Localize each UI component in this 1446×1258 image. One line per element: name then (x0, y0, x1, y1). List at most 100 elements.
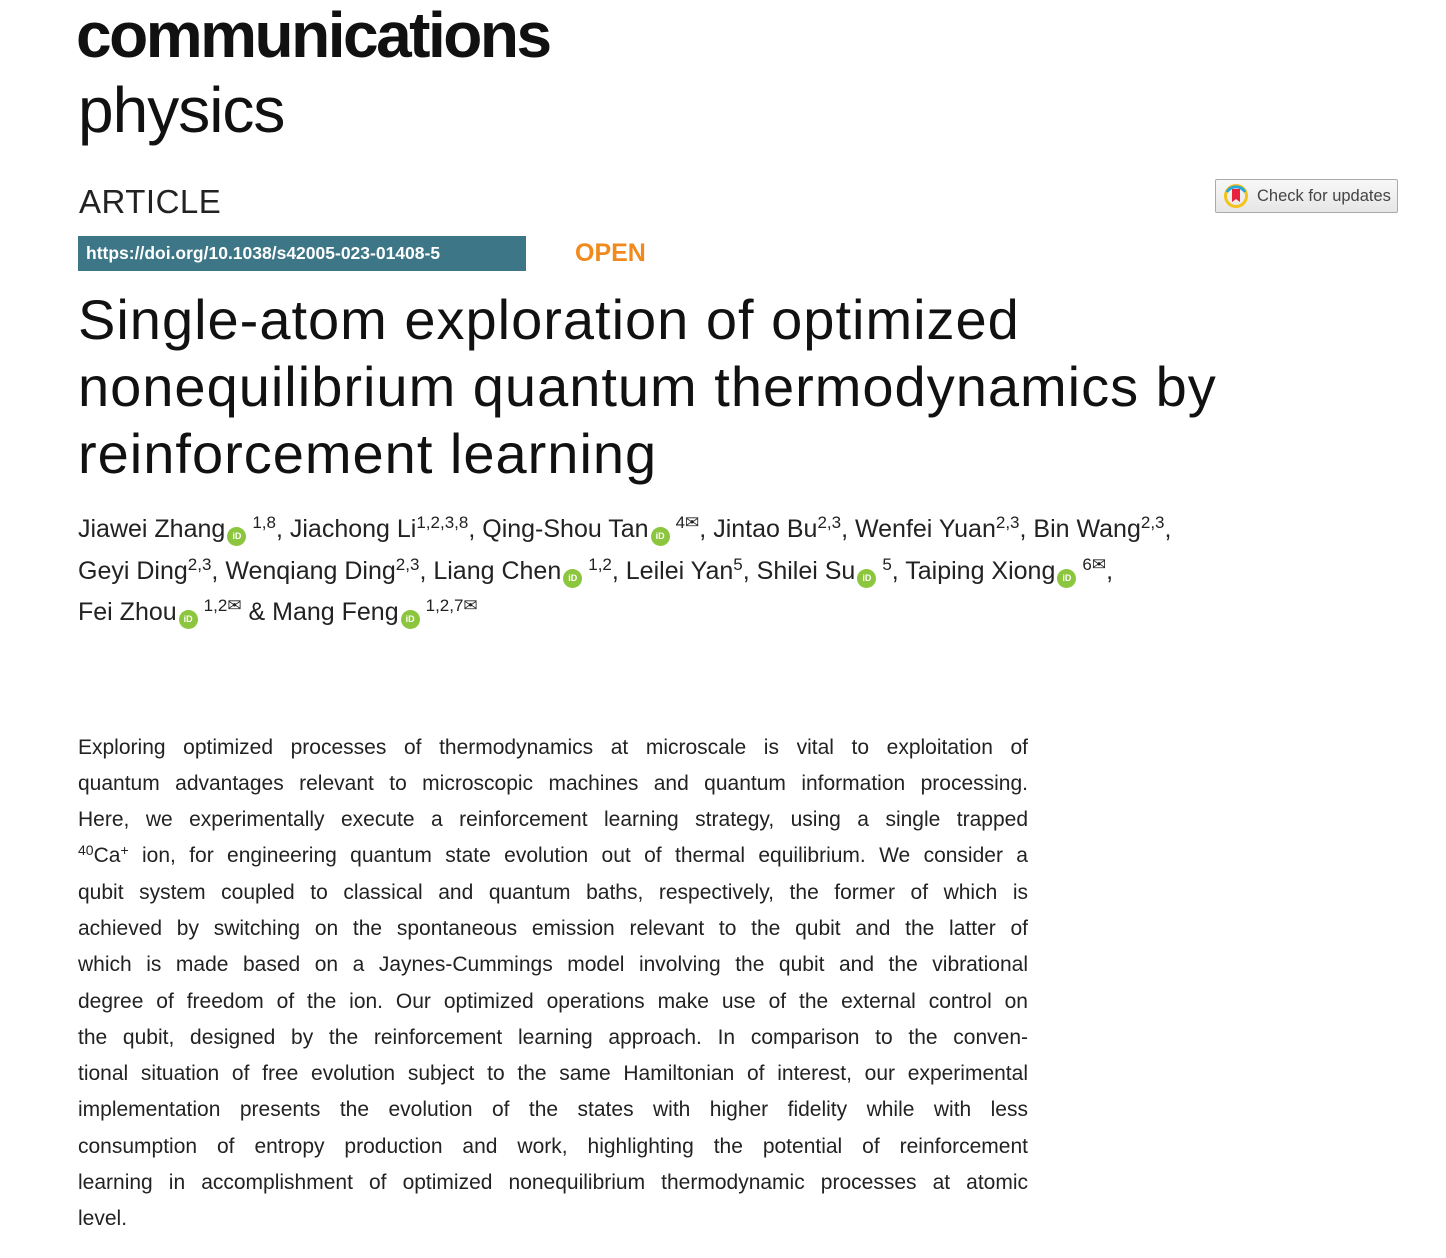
abstract-line: consumption of entropy production and wo… (78, 1134, 1028, 1158)
author-name: Shilei Su (756, 556, 856, 585)
abstract-line: 40Ca+ ion, for engineering quantum state… (78, 838, 1028, 874)
author-name: Leilei Yan (625, 556, 734, 585)
author-name: Mang Feng (272, 598, 399, 626)
author[interactable]: Bin Wang2,3 (1033, 513, 1165, 543)
title-line: reinforcement learning (78, 422, 658, 485)
author[interactable]: Geyi Ding2,3 (78, 554, 212, 585)
author[interactable]: Shilei Su iD5 (756, 554, 892, 588)
author-affiliation: 1,8 (252, 513, 276, 532)
author[interactable]: Wenfei Yuan2,3 (855, 513, 1020, 543)
article-type: ARTICLE (79, 183, 222, 220)
abstract-line: the qubit, designed by the reinforcement… (78, 1025, 1028, 1049)
author-affiliation: 4 (675, 513, 686, 532)
author[interactable]: Taiping Xiong iD6✉ (905, 554, 1107, 588)
author-affiliation: 1,2,7 (425, 596, 464, 615)
author-name: Geyi Ding (78, 556, 188, 585)
title-line: Single-atom exploration of optimized (78, 288, 1020, 351)
author-list: Jiawei Zhang iD1,8, Jiachong Li1,2,3,8, Q… (78, 509, 1418, 634)
author-separator: , (419, 556, 434, 585)
abstract-line: Exploring optimized processes of thermod… (78, 735, 1028, 759)
author[interactable]: Wenqiang Ding2,3 (225, 554, 420, 585)
check-for-updates-label: Check for updates (1257, 186, 1391, 205)
author-name: Bin Wang (1033, 515, 1141, 543)
ion-charge: + (120, 842, 129, 859)
author[interactable]: Jiawei Zhang iD 1,8 (78, 513, 276, 546)
ion-symbol: Ca (93, 844, 121, 868)
author-affiliation: 5 (882, 554, 892, 574)
abstract-line-text: ion, for engineering quantum state evolu… (128, 844, 1028, 868)
email-icon[interactable]: ✉ (227, 596, 242, 615)
author-name: Jiachong Li (289, 515, 417, 543)
author-name: Qing-Shou Tan (482, 515, 649, 543)
abstract-line: Here, we experimentally execute a reinfo… (78, 808, 1028, 832)
orcid-icon[interactable]: iD (563, 568, 583, 588)
email-icon[interactable]: ✉ (463, 596, 478, 615)
author-name: Liang Chen (433, 556, 562, 585)
abstract-line: level. (78, 1207, 128, 1231)
author-separator: , (211, 556, 226, 585)
author-name: Wenfei Yuan (855, 515, 996, 543)
author-affiliation: 5 (733, 554, 743, 574)
author-separator: , (275, 515, 290, 543)
check-for-updates-button[interactable]: Check for updates (1215, 179, 1398, 213)
orcid-icon[interactable]: iD (400, 610, 420, 629)
author[interactable]: Jintao Bu2,3 (713, 513, 842, 543)
author[interactable]: Qing-Shou Tan iD 4✉ (482, 513, 700, 546)
abstract-line: quantum advantages relevant to microscop… (78, 771, 1028, 795)
author-name: Jiawei Zhang (78, 515, 226, 543)
abstract-line: learning in accomplishment of optimized … (78, 1171, 1028, 1195)
article-body: Single-atom exploration of optimized non… (78, 286, 1418, 1238)
author-separator: , (699, 515, 714, 543)
author-affiliation: 6 (1082, 554, 1092, 574)
journal-logo-line2: physics (78, 74, 285, 146)
author-line: Jiawei Zhang iD1,8, Jiachong Li1,2,3,8, Q… (78, 509, 1418, 551)
article-title: Single-atom exploration of optimized non… (78, 286, 1418, 487)
author[interactable]: Jiachong Li1,2,3,8 (289, 513, 469, 543)
author-affiliation: 1,2,3,8 (416, 513, 469, 532)
author-separator: & (241, 598, 273, 626)
abstract: Exploring optimized processes of thermod… (78, 730, 1028, 1238)
doi-link[interactable]: https://doi.org/10.1038/s42005-023-01408… (78, 236, 526, 271)
abstract-line: which is made based on a Jaynes-Cummings… (78, 953, 1028, 977)
author-affiliation: 1,2 (203, 596, 228, 615)
author-affiliation: 2,3 (1140, 513, 1165, 532)
author-separator: , (611, 556, 626, 585)
orcid-icon[interactable]: iD (650, 527, 670, 546)
author-separator: , (1164, 515, 1172, 543)
journal-logo-line1: communications (76, 0, 552, 71)
author-name: Taiping Xiong (905, 556, 1056, 585)
author-affiliation: 1,2 (588, 554, 612, 574)
orcid-icon[interactable]: iD (857, 568, 877, 588)
author-separator: , (891, 556, 906, 585)
author-affiliation: 2,3 (187, 554, 212, 574)
author-line: Geyi Ding2,3, Wenqiang Ding2,3, Liang Ch… (78, 551, 1418, 593)
author[interactable]: Mang Feng iD 1,2,7✉ (272, 596, 478, 629)
abstract-line: implementation presents the evolution of… (78, 1098, 1028, 1122)
ion-mass-number: 40 (78, 842, 94, 859)
abstract-line: degree of freedom of the ion. Our optimi… (78, 989, 1028, 1013)
author-affiliation: 2,3 (395, 554, 420, 574)
author-separator: , (841, 515, 855, 543)
abstract-line: qubit system coupled to classical and qu… (78, 880, 1028, 904)
author-name: Jintao Bu (713, 515, 818, 543)
author[interactable]: Fei Zhou iD 1,2✉ (78, 596, 242, 629)
author-name: Wenqiang Ding (225, 556, 396, 585)
author-separator: , (468, 515, 483, 543)
abstract-line: achieved by switching on the spontaneous… (78, 916, 1028, 940)
email-icon[interactable]: ✉ (685, 513, 700, 532)
author[interactable]: Leilei Yan5 (625, 554, 743, 585)
orcid-icon[interactable]: iD (178, 610, 198, 629)
author[interactable]: Liang Chen iD1,2 (433, 554, 612, 588)
email-icon[interactable]: ✉ (1091, 554, 1107, 574)
author-separator: , (742, 556, 757, 585)
author-separator: , (1019, 515, 1034, 543)
author-name: Fei Zhou (78, 598, 177, 626)
abstract-line: tional situation of free evolution subje… (78, 1062, 1028, 1086)
author-affiliation: 2,3 (817, 513, 842, 532)
orcid-icon[interactable]: iD (1057, 568, 1077, 588)
orcid-icon[interactable]: iD (227, 527, 247, 546)
title-line: nonequilibrium quantum thermodynamics by (78, 355, 1217, 418)
author-affiliation: 2,3 (995, 513, 1020, 532)
author-line: Fei Zhou iD1,2✉ & Mang Feng iD1,2,7✉ (78, 592, 1418, 634)
check-for-updates-icon (1224, 184, 1248, 208)
